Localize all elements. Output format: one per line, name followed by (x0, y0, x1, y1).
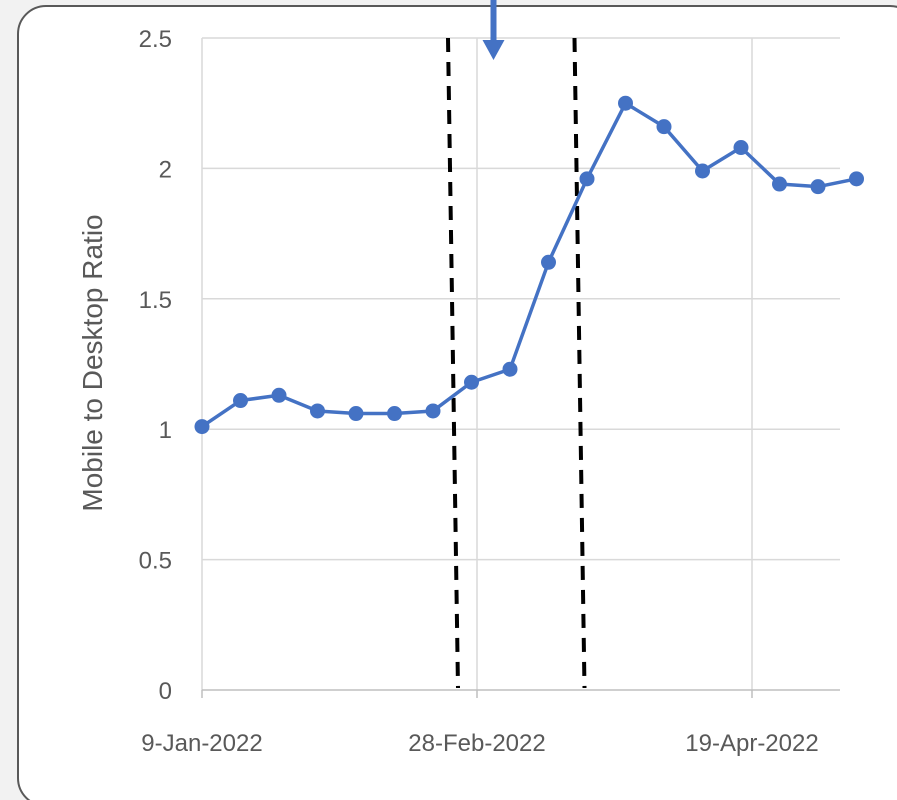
x-tick-label: 19-Apr-2022 (685, 730, 818, 757)
data-point (541, 254, 556, 270)
series-group (194, 95, 864, 435)
data-point (271, 387, 287, 403)
y-tick-label: 0.5 (139, 548, 172, 575)
arrow-shaft (490, 0, 497, 44)
y-tick-label: 1.5 (139, 287, 172, 314)
y-axis-title: Mobile to Desktop Ratio (77, 214, 108, 511)
y-axis-ticks: 0 0.5 1 1.5 2 2.5 (139, 26, 172, 705)
x-axis-ticks: 9-Jan-2022 28-Feb-2022 19-Apr-2022 (141, 690, 819, 757)
chart-border (17, 5, 897, 800)
data-point (772, 176, 787, 192)
data-point (425, 403, 441, 419)
data-point (695, 163, 710, 179)
data-point (348, 406, 364, 422)
y-tick-label: 1 (159, 417, 172, 444)
data-point (464, 374, 479, 390)
data-point (656, 119, 672, 135)
annotation-arrow (482, 0, 505, 60)
y-tick-label: 2 (159, 156, 172, 183)
data-point (849, 171, 864, 187)
arrow-head (482, 40, 505, 60)
data-point (810, 179, 826, 195)
vertical-markers (446, 37, 587, 689)
data-point (194, 419, 210, 435)
data-point (502, 361, 518, 377)
data-point (310, 403, 325, 419)
data-point (233, 393, 248, 409)
data-point (579, 171, 595, 187)
gridlines (201, 37, 840, 690)
vertical-marker-line (446, 37, 460, 689)
vertical-marker-line (572, 37, 587, 689)
data-point (618, 95, 633, 111)
y-tick-label: 2.5 (139, 26, 172, 53)
y-tick-label: 0 (159, 678, 172, 705)
x-tick-label: 28-Feb-2022 (408, 730, 545, 757)
data-point (387, 406, 402, 422)
x-tick-label: 9-Jan-2022 (141, 730, 262, 757)
data-point (733, 140, 749, 156)
